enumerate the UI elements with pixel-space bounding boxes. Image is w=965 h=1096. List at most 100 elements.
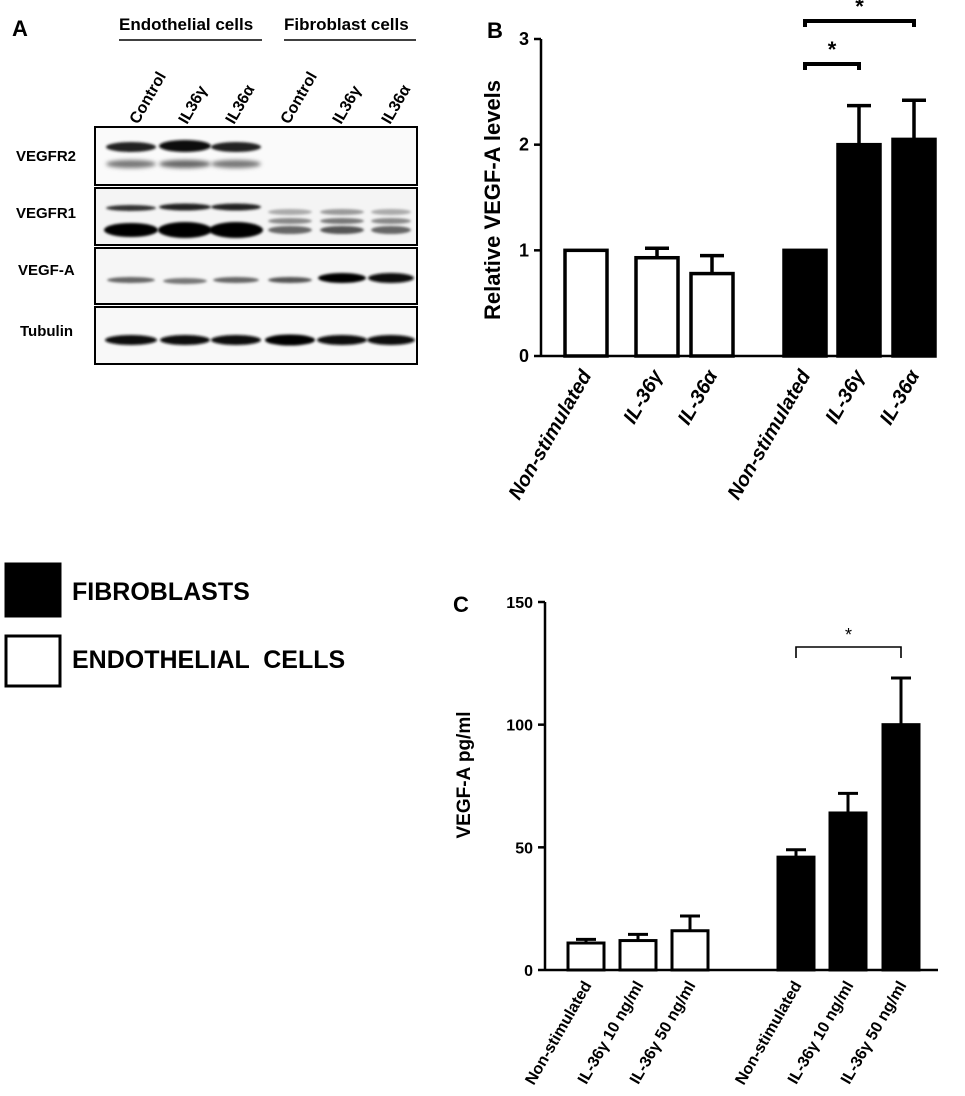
bar-endothelial-0 — [563, 248, 609, 358]
bar-endothelial-1 — [618, 939, 658, 972]
bar-fibroblast-2 — [891, 137, 937, 358]
band — [317, 335, 367, 345]
lane-label-fibro-control: Control — [278, 69, 321, 127]
band — [209, 222, 263, 238]
panel-a-western-blot: A Endothelial cells Fibroblast cells Con… — [12, 15, 418, 365]
band — [106, 205, 156, 211]
lane-label-endo-control: Control — [127, 69, 170, 127]
bar-endothelial-2 — [689, 271, 735, 358]
blot-vegfr2 — [94, 126, 418, 186]
y-tick-label: 50 — [515, 840, 533, 857]
y-tick-label: 2 — [519, 135, 529, 155]
category-label: Non-stimulated — [723, 366, 815, 504]
band — [163, 278, 207, 284]
bar-fibroblast-1 — [836, 142, 882, 358]
blot-vegfr1 — [94, 187, 418, 246]
lane-label-endo-il36g: IL36γ — [176, 83, 211, 127]
band — [211, 142, 261, 152]
panel-c-y-axis-label: VEGF-A pg/ml — [454, 711, 475, 838]
bar-fibroblast-0 — [782, 248, 828, 358]
band — [159, 140, 211, 152]
significance-star: * — [845, 625, 852, 645]
category-label: Non-stimulated — [504, 366, 596, 504]
band — [158, 222, 212, 238]
band — [104, 223, 158, 237]
band — [320, 226, 364, 234]
endothelial-group-header: Endothelial cells — [119, 15, 253, 34]
band — [268, 218, 312, 224]
significance-bracket — [803, 19, 916, 27]
blot-label-vegfa: VEGF-A — [18, 262, 75, 279]
significance-bracket — [795, 646, 902, 658]
category-label: IL-36γ — [821, 365, 870, 428]
band — [106, 160, 156, 168]
panel-b-letter: B — [487, 18, 503, 43]
category-label: IL-36α — [674, 365, 723, 429]
band — [320, 209, 364, 215]
band — [318, 273, 366, 283]
panel-a-letter: A — [12, 16, 28, 41]
category-label: IL-36γ — [619, 365, 668, 428]
legend-label-endothelial: ENDOTHELIAL CELLS — [72, 646, 345, 674]
panel-c-significance: * — [795, 625, 902, 658]
category-label: IL-36α — [876, 365, 925, 429]
blot-label-vegfr2: VEGFR2 — [16, 148, 76, 165]
band — [371, 209, 411, 215]
panel-b-bars — [563, 98, 937, 358]
band — [320, 218, 364, 224]
blot-tubulin — [94, 306, 418, 365]
band — [371, 226, 411, 234]
legend-swatch-fibroblasts — [4, 562, 62, 618]
panel-b-category-labels: Non-stimulated IL-36γ IL-36α Non-stimulated… — [504, 365, 925, 504]
y-tick-label: 0 — [524, 963, 533, 980]
panel-b-chart: B Relative VEGF-A levels 0 1 2 3 Non-stimul… — [480, 0, 937, 504]
y-tick-label: 3 — [519, 29, 529, 49]
lane-label-endo-il36a: IL36α — [223, 82, 259, 127]
y-tick-label: 100 — [506, 718, 533, 735]
panel-b-y-axis-label: Relative VEGF-A levels — [480, 80, 505, 320]
band — [211, 203, 261, 211]
bar-endothelial-0 — [566, 941, 606, 972]
lane-label-fibro-il36g: IL36γ — [330, 83, 365, 127]
band — [159, 160, 211, 168]
panel-c-bars — [566, 676, 921, 972]
band — [211, 160, 261, 168]
band — [159, 203, 211, 211]
band — [268, 226, 312, 234]
bar-fibroblast-0 — [776, 855, 816, 972]
blot-label-vegfr1: VEGFR1 — [16, 205, 76, 222]
blot-vegfa — [94, 247, 418, 305]
band — [371, 218, 411, 224]
band — [107, 277, 155, 283]
y-tick-label: 1 — [519, 240, 529, 260]
band — [268, 209, 312, 215]
significance-star: * — [855, 0, 864, 19]
bar-endothelial-2 — [670, 929, 710, 972]
legend-swatch-endothelial — [4, 634, 62, 688]
bar-endothelial-1 — [634, 255, 680, 358]
band — [211, 335, 261, 345]
band — [106, 142, 156, 152]
legend: FIBROBLASTS ENDOTHELIAL CELLS — [4, 562, 345, 688]
fibroblast-group-header: Fibroblast cells — [284, 15, 409, 34]
panel-c-y-ticks: 0 50 100 150 — [506, 595, 938, 980]
panel-c-letter: C — [453, 592, 469, 617]
significance-bracket — [803, 62, 861, 70]
band — [367, 335, 415, 345]
panel-b-significance: ** — [803, 0, 916, 70]
significance-star: * — [828, 37, 837, 62]
lane-label-fibro-il36a: IL36α — [379, 82, 415, 127]
band — [105, 335, 157, 345]
legend-label-fibroblasts: FIBROBLASTS — [72, 578, 250, 606]
bar-fibroblast-1 — [828, 811, 868, 972]
band — [265, 334, 315, 346]
y-tick-label: 0 — [519, 346, 529, 366]
panel-c-chart: C VEGF-A pg/ml 0 50 100 150 Non-stimulatedI… — [453, 592, 938, 1088]
band — [213, 277, 259, 283]
band — [160, 335, 210, 345]
blot-label-tubulin: Tubulin — [20, 323, 73, 340]
bar-fibroblast-2 — [881, 723, 921, 972]
band — [268, 277, 312, 283]
